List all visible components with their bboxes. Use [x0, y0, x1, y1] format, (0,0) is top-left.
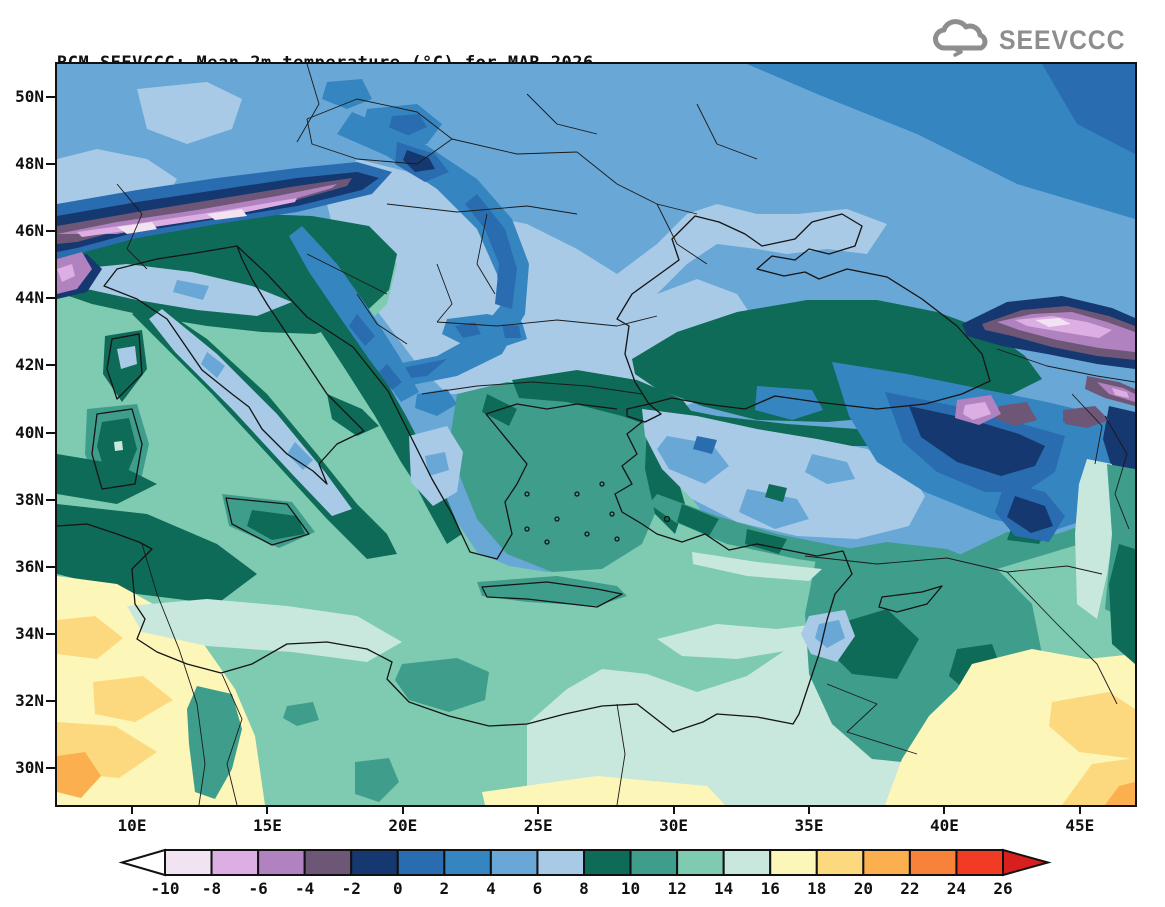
colorbar-tick-label: 6 — [533, 879, 543, 898]
lon-tick-label: 35E — [794, 816, 824, 835]
temperature-colorbar: -10 -8 -6 -4 -2 0 2 4 6 8 10 12 14 16 18 20 22 24 26 — [118, 848, 1052, 898]
lat-tick-label: 34N — [15, 623, 44, 643]
colorbar-tick-label: -10 — [151, 879, 180, 898]
colorbar-segment — [769, 849, 818, 876]
colorbar-segment — [676, 849, 725, 876]
lon-tick — [401, 805, 404, 814]
lat-tick-label: 42N — [15, 355, 44, 375]
colorbar-segment — [722, 849, 772, 876]
lat-tick — [46, 767, 55, 769]
lon-tick-label: 45E — [1065, 816, 1095, 835]
colorbar-segment — [443, 849, 492, 876]
lat-tick-label: 30N — [15, 758, 44, 777]
temperature-map — [57, 64, 1135, 805]
colorbar-segment — [629, 849, 679, 876]
lon-tick — [943, 805, 946, 814]
colorbar-tick-label: 8 — [579, 879, 589, 898]
colorbar-below-min-arrow — [118, 848, 166, 877]
lat-tick — [46, 163, 55, 166]
seevccc-logo: SEEVCCC — [931, 18, 1137, 62]
colorbar-tick-label: 10 — [621, 879, 640, 898]
coastlines — [57, 213, 991, 733]
colorbar-segment — [303, 849, 353, 876]
map-frame — [55, 62, 1137, 807]
lon-tick — [1078, 805, 1081, 814]
country-borders — [116, 64, 1135, 805]
lat-tick — [46, 565, 55, 568]
colorbar-tick-label: -2 — [342, 879, 361, 898]
lon-tick-label: 10E — [117, 816, 147, 835]
lat-tick-label: 38N — [15, 489, 44, 509]
lat-tick — [46, 230, 55, 233]
lat-tick — [46, 632, 55, 635]
lat-tick-label: 50N — [15, 87, 44, 106]
lat-tick — [46, 297, 55, 300]
lon-tick-label: 25E — [523, 816, 553, 835]
colorbar-tick-label: -8 — [202, 879, 221, 898]
lat-tick-label: 32N — [15, 690, 44, 710]
colorbar-tick-label: 22 — [900, 879, 919, 898]
logo-text: SEEVCCC — [999, 24, 1126, 55]
cloud-with-arrow-icon — [931, 18, 993, 62]
lat-tick-label: 48N — [15, 154, 44, 174]
colorbar-segment — [955, 849, 1004, 876]
colorbar-segment — [583, 849, 632, 876]
temperature-field — [57, 64, 1135, 805]
colorbar-segment — [536, 849, 585, 876]
colorbar-tick-label: 26 — [993, 879, 1012, 898]
colorbar-segment — [396, 849, 446, 876]
colorbar-segment — [210, 849, 260, 876]
lon-tick — [537, 805, 540, 814]
lat-tick-label: 46N — [15, 221, 44, 241]
colorbar-tick-label: 14 — [714, 879, 733, 898]
colorbar-tick-label: 2 — [440, 879, 450, 898]
lat-tick — [46, 96, 55, 98]
lon-tick — [131, 805, 133, 814]
colorbar-tick-label: -4 — [295, 879, 314, 898]
colorbar-tick-label: 20 — [854, 879, 873, 898]
colorbar-segment — [908, 849, 958, 876]
colorbar-tick-label: 24 — [947, 879, 966, 898]
colorbar-segment — [862, 849, 911, 876]
lat-tick — [46, 364, 55, 367]
lon-tick-label: 30E — [659, 816, 689, 835]
lon-tick — [808, 805, 810, 814]
colorbar-segment — [257, 849, 306, 876]
lat-tick — [46, 498, 55, 501]
colorbar-tick-label: 16 — [761, 879, 780, 898]
lon-tick-label: 20E — [388, 816, 418, 835]
lon-tick-label: 40E — [929, 816, 959, 835]
lat-tick — [46, 431, 55, 434]
colorbar-tick-label: 18 — [807, 879, 826, 898]
lat-tick-label: 36N — [15, 556, 44, 576]
colorbar-tick-label: -6 — [248, 879, 267, 898]
lat-tick-label: 44N — [15, 288, 44, 308]
colorbar-tick-label: 12 — [667, 879, 686, 898]
colorbar-tick-label: 4 — [486, 879, 496, 898]
colorbar-segment — [164, 849, 213, 876]
lon-tick-label: 15E — [252, 816, 282, 835]
lon-tick — [266, 805, 269, 814]
colorbar-segment — [815, 849, 865, 876]
lon-tick — [672, 805, 675, 814]
colorbar-segment — [489, 849, 539, 876]
colorbar-tick-label: 0 — [393, 879, 403, 898]
lat-tick — [46, 699, 55, 702]
colorbar-segment — [350, 849, 399, 876]
lat-tick-label: 40N — [15, 422, 44, 442]
colorbar-above-max-arrow — [1002, 848, 1052, 877]
